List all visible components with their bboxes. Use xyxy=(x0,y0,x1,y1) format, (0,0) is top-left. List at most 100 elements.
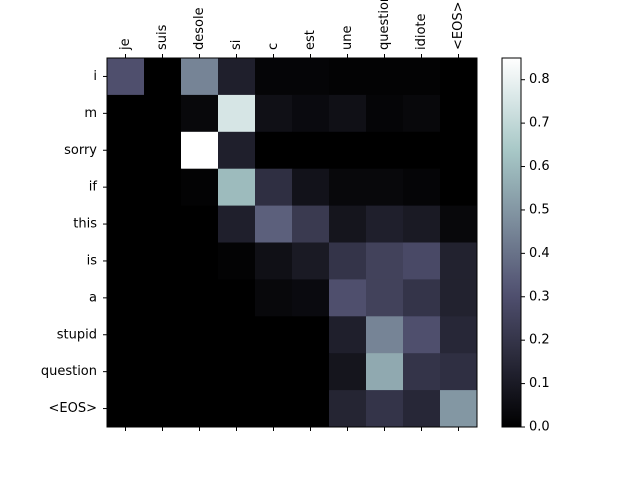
y-tick-label: m xyxy=(84,106,97,121)
heatmap-cell xyxy=(292,168,330,207)
colorbar-tick-label: 0.3 xyxy=(529,289,550,304)
heatmap-cell xyxy=(403,168,441,207)
heatmap-cell xyxy=(107,390,145,428)
heatmap-cell xyxy=(440,131,478,170)
heatmap-cell xyxy=(144,316,182,354)
colorbar-tick-label: 0.8 xyxy=(529,72,550,87)
y-tick-label: i xyxy=(93,69,97,84)
heatmap-cell xyxy=(255,168,293,207)
heatmap-cell xyxy=(403,316,441,354)
heatmap-cell xyxy=(218,205,256,243)
heatmap-cell xyxy=(255,205,293,243)
heatmap-cell xyxy=(181,242,219,280)
heatmap-cell xyxy=(218,353,256,391)
heatmap-cell xyxy=(255,390,293,428)
heatmap-cell xyxy=(255,131,293,170)
heatmap-cell xyxy=(292,131,330,170)
x-tick-label: je xyxy=(118,38,133,51)
heatmap-cell xyxy=(218,168,256,207)
heatmap-cell xyxy=(366,242,404,280)
heatmap-cell xyxy=(329,279,367,317)
heatmap-cell xyxy=(181,58,219,96)
heatmap-cell xyxy=(329,316,367,354)
heatmap-cell xyxy=(403,58,441,96)
heatmap-cell xyxy=(107,242,145,280)
colorbar-tick-label: 0.6 xyxy=(529,159,550,174)
heatmap-cell xyxy=(144,58,182,96)
heatmap-cell xyxy=(366,316,404,354)
heatmap-cell xyxy=(440,205,478,243)
heatmap-cell xyxy=(255,242,293,280)
heatmap-cell xyxy=(292,94,330,133)
heatmap-cell xyxy=(181,131,219,170)
heatmap-cell xyxy=(440,390,478,428)
y-tick-label: if xyxy=(89,180,98,195)
heatmap-cell xyxy=(107,58,145,96)
heatmap-cell xyxy=(107,353,145,391)
heatmap-cell xyxy=(218,316,256,354)
heatmap-cell xyxy=(292,242,330,280)
heatmap-cell xyxy=(440,168,478,207)
plot-frame xyxy=(106,57,478,428)
heatmap-cell xyxy=(329,94,367,133)
heatmap-cell xyxy=(440,279,478,317)
heatmap-cell xyxy=(218,58,256,96)
heatmap-cell xyxy=(366,205,404,243)
y-tick-label: sorry xyxy=(64,143,97,158)
heatmap-cell xyxy=(329,242,367,280)
heatmap-cell xyxy=(255,58,293,96)
heatmap-cell xyxy=(181,205,219,243)
heatmap-cell xyxy=(440,242,478,280)
x-tick-label: c xyxy=(266,43,281,50)
heatmap-cell xyxy=(366,168,404,207)
colorbar-tick-label: 0.5 xyxy=(529,202,550,217)
heatmap-cell xyxy=(218,131,256,170)
colorbar-tick-label: 0.1 xyxy=(529,376,550,391)
heatmap-cell xyxy=(181,390,219,428)
x-tick-label: <EOS> xyxy=(451,2,466,50)
y-tick-label: a xyxy=(89,290,97,305)
x-tick-label: desole xyxy=(192,7,207,50)
heatmap-cell xyxy=(292,390,330,428)
heatmap-cell xyxy=(107,94,145,133)
heatmap-cell xyxy=(292,58,330,96)
heatmap-cell xyxy=(403,205,441,243)
heatmap-cell xyxy=(403,131,441,170)
heatmap-cell xyxy=(218,242,256,280)
x-tick-label: suis xyxy=(155,24,170,50)
heatmap-cell xyxy=(292,205,330,243)
heatmap-cell xyxy=(181,353,219,391)
heatmap-cell xyxy=(144,279,182,317)
heatmap-cell xyxy=(366,353,404,391)
x-tick-label: une xyxy=(340,26,355,50)
heatmap-cell xyxy=(329,58,367,96)
heatmap-cell xyxy=(366,94,404,133)
heatmap-cell xyxy=(292,279,330,317)
x-tick-label: question xyxy=(377,0,392,50)
heatmap-cell xyxy=(366,390,404,428)
heatmap-cell xyxy=(218,94,256,133)
heatmap-cell xyxy=(366,279,404,317)
colorbar-tick-label: 0.4 xyxy=(529,246,550,261)
y-tick-label: question xyxy=(41,364,97,379)
heatmap-cell xyxy=(144,353,182,391)
x-tick-label: idiote xyxy=(414,13,429,50)
x-tick-label: est xyxy=(303,30,318,50)
heatmap-cell xyxy=(292,316,330,354)
heatmap-cell xyxy=(403,242,441,280)
heatmap-cell xyxy=(440,94,478,133)
y-tick-label: is xyxy=(87,253,98,268)
heatmap-cell xyxy=(366,131,404,170)
heatmap-cell xyxy=(329,168,367,207)
colorbar-tick-label: 0.2 xyxy=(529,333,550,348)
heatmap-cell xyxy=(329,205,367,243)
heatmap-cell xyxy=(403,279,441,317)
heatmap-cell xyxy=(255,353,293,391)
heatmap-cell xyxy=(107,131,145,170)
heatmap-cell xyxy=(144,131,182,170)
heatmap-cell xyxy=(329,131,367,170)
heatmap-cell xyxy=(440,353,478,391)
heatmap-cell xyxy=(107,168,145,207)
heatmap-cell xyxy=(329,390,367,428)
